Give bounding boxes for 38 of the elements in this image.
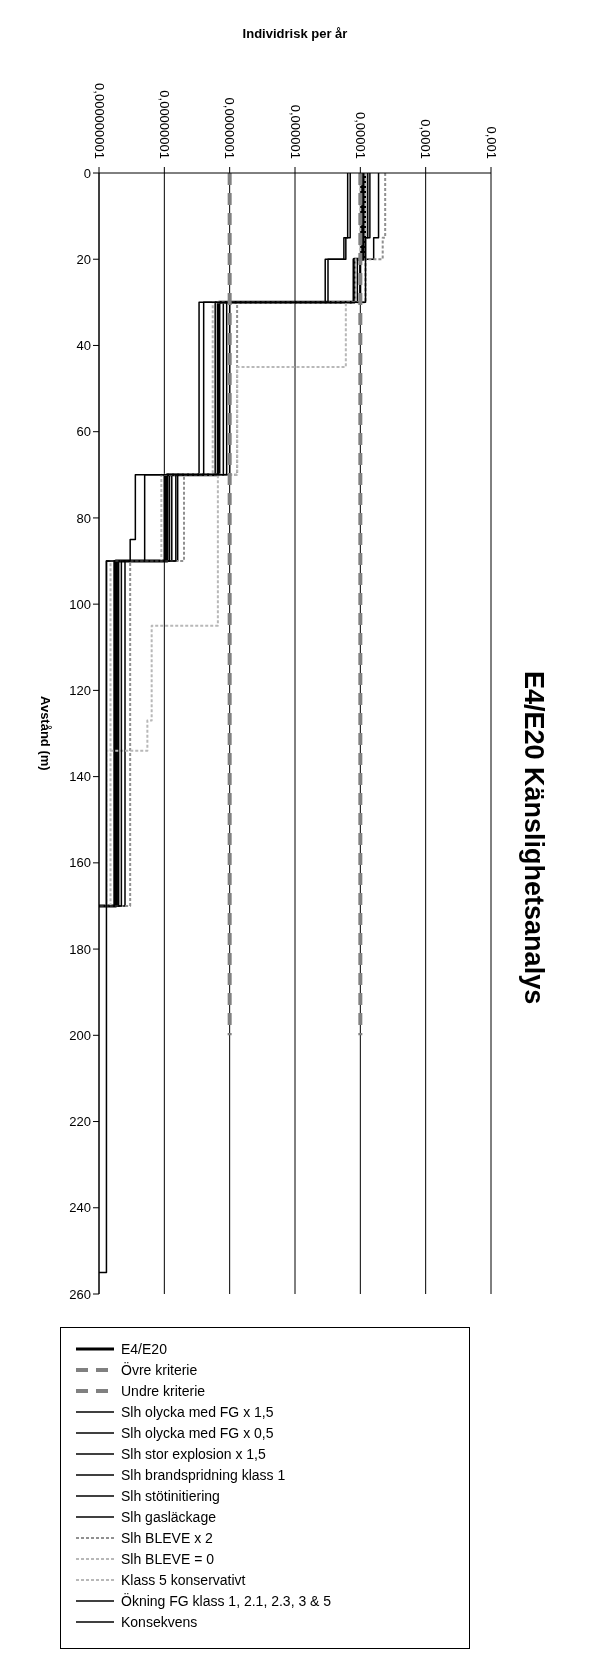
legend-label: Klass 5 konservativt (121, 1571, 246, 1588)
y-tick-label: 260 (69, 1286, 91, 1302)
legend-label: Slh gasläckage (121, 1508, 216, 1525)
y-tick-label: 220 (69, 1114, 91, 1130)
x-axis-title: Individrisk per år (241, 26, 349, 41)
legend-label: Slh olycka med FG x 1,5 (121, 1403, 274, 1420)
y-axis-title: Avstånd (m) (38, 695, 53, 773)
y-tick-label: 140 (69, 769, 91, 785)
y-tick-label: 180 (69, 941, 91, 957)
y-tick-label: 160 (69, 855, 91, 871)
legend-label: Slh BLEVE x 2 (121, 1529, 213, 1546)
legend-label: Slh stor explosion x 1,5 (121, 1445, 266, 1462)
y-tick-label: 240 (69, 1200, 91, 1216)
y-tick-label: 100 (69, 596, 91, 612)
y-tick-label: 80 (76, 510, 91, 526)
y-tick-label: 40 (76, 338, 91, 354)
y-tick-label: 200 (69, 1027, 91, 1043)
x-tick-label: 0,000001 (287, 104, 303, 159)
legend-label: Slh BLEVE = 0 (121, 1550, 215, 1567)
y-tick-label: 20 (76, 251, 91, 267)
y-tick-label: 0 (83, 165, 91, 181)
legend-label: Undre kriterie (121, 1382, 206, 1399)
y-tick-label: 120 (69, 683, 91, 698)
legend-label: Konsekvens (121, 1613, 198, 1630)
x-tick-label: 0,000000001 (91, 83, 107, 159)
x-tick-label: 0,001 (483, 126, 499, 159)
y-tick-label: 60 (76, 424, 91, 440)
legend-label: E4/E20 (121, 1340, 167, 1357)
legend-label: Slh brandspridning klass 1 (121, 1466, 286, 1483)
x-tick-label: 0,0001 (418, 119, 434, 159)
text: E4/E20 Känslighetsanalys (518, 670, 549, 1007)
x-tick-label: 0,00001 (352, 112, 368, 159)
legend-label: Slh olycka med FG x 0,5 (121, 1424, 274, 1441)
legend-label: Slh stötinitiering (121, 1487, 220, 1504)
x-tick-label: 0,00000001 (156, 90, 172, 159)
legend-label: Övre kriterie (121, 1361, 198, 1378)
legend-label: Ökning FG klass 1, 2.1, 2.3, 3 & 5 (121, 1592, 332, 1609)
x-tick-label: 0,0000001 (222, 97, 238, 159)
